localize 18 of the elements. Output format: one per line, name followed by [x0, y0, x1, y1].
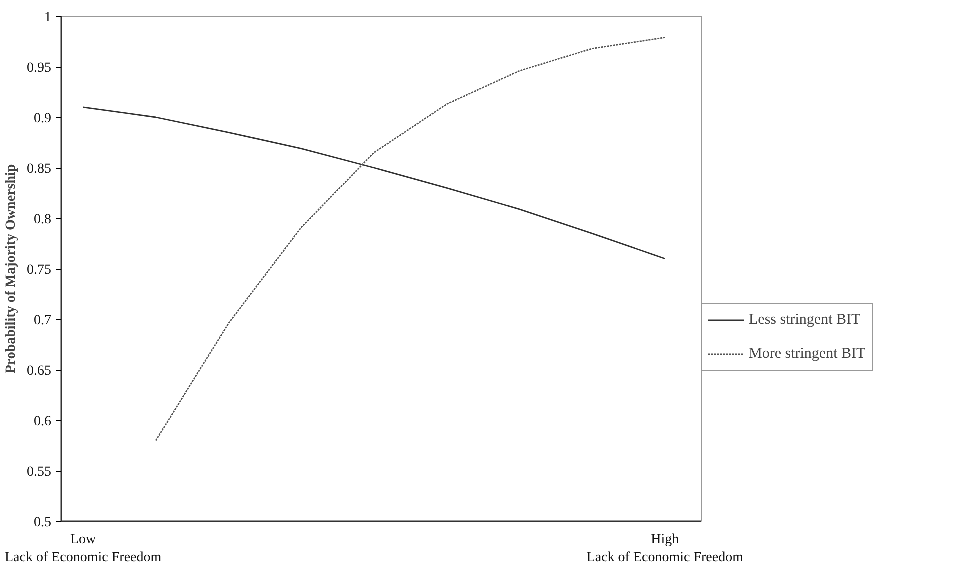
- y-tick-label: 0.85: [27, 162, 52, 177]
- y-tick-label: 0.65: [27, 364, 52, 379]
- y-tick-label: 0.8: [34, 212, 52, 228]
- x-tick-label: High Lack of Economic Freedom: [586, 532, 744, 566]
- y-tick-label: 0.9: [34, 112, 52, 126]
- line-series: [82, 106, 666, 260]
- legend-label: More stringent BIT: [749, 346, 866, 362]
- y-tick-label: 0.95: [27, 61, 52, 76]
- y-tick-label: 0.75: [27, 263, 52, 278]
- legend-label: Less stringent BIT: [749, 312, 861, 328]
- y-axis-title: Probability of Majority Ownership: [4, 164, 19, 374]
- line-series: [155, 37, 666, 442]
- y-tick-label: 0.55: [27, 465, 52, 480]
- y-tick-label: 1: [44, 10, 52, 26]
- y-tick-label: 0.7: [34, 314, 52, 328]
- y-tick-label: 0.5: [34, 516, 52, 530]
- y-tick-label: 0.6: [34, 414, 52, 430]
- x-tick-label: Low Lack of Economic Freedom: [4, 532, 162, 566]
